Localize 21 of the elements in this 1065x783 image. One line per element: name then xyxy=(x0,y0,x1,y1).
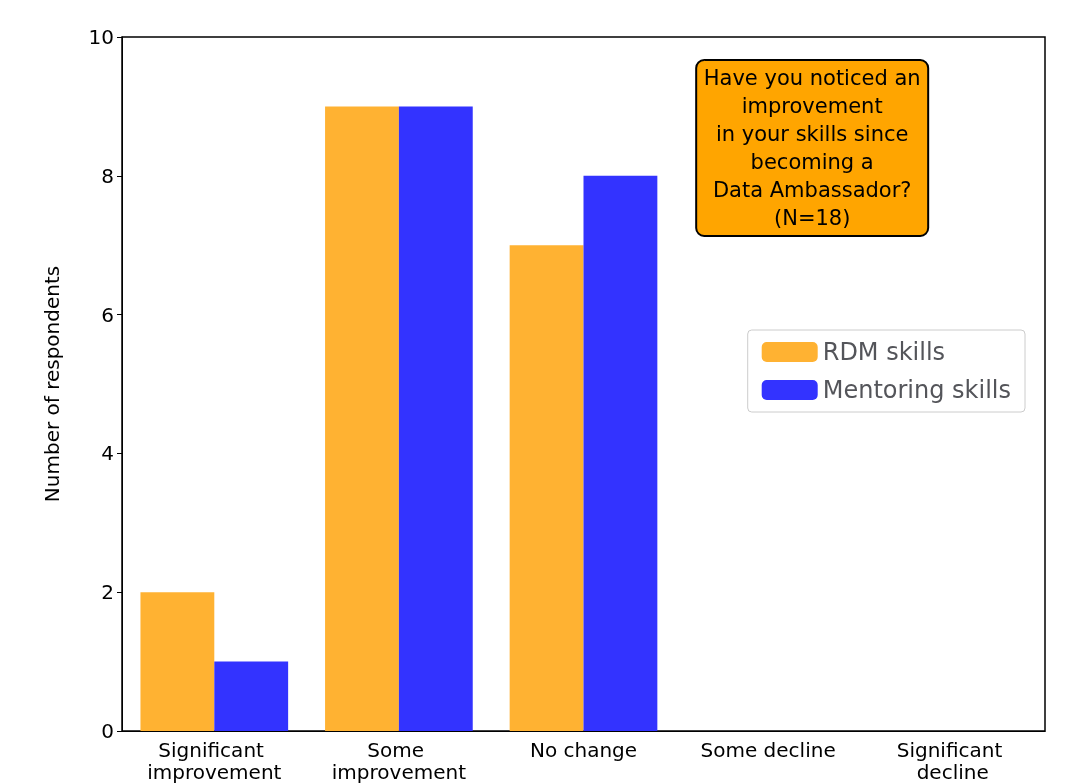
legend-label: Mentoring skills xyxy=(822,376,1011,404)
x-tick-label: Some decline xyxy=(700,738,836,762)
bar xyxy=(325,106,399,731)
y-tick-label: 2 xyxy=(101,580,114,605)
y-tick-label: 8 xyxy=(101,163,114,188)
y-tick-label: 6 xyxy=(101,302,114,327)
x-tick-label: Some improvement xyxy=(331,738,467,783)
y-axis-title: Number of respondents xyxy=(40,265,64,503)
bar xyxy=(583,175,658,731)
bar xyxy=(398,106,473,731)
bar xyxy=(509,245,584,731)
text: Have you noticed an improvement in your skills since becoming a Data Ambassador? (N=18) xyxy=(703,66,921,230)
bar xyxy=(214,661,289,731)
x-tick-label: Significant decline xyxy=(896,738,1009,783)
y-tick-label: 0 xyxy=(101,719,114,743)
y-tick-label: 10 xyxy=(88,25,114,49)
y-tick-label: 4 xyxy=(101,441,114,466)
bar xyxy=(140,592,215,731)
x-tick-label: No change xyxy=(529,738,638,762)
x-tick-label: Significant improvement xyxy=(147,738,282,783)
legend-label: RDM skills xyxy=(822,338,946,366)
